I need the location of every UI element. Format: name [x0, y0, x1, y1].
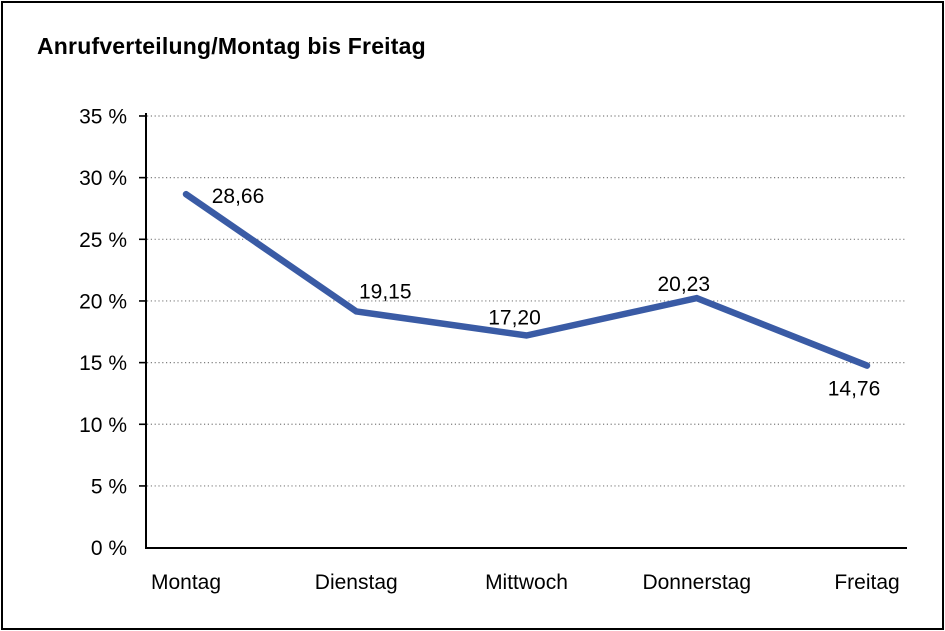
point-label: 17,20 — [488, 306, 541, 329]
category-label: Freitag — [834, 571, 899, 594]
y-tick-label: 5 % — [91, 475, 127, 498]
y-tick-label: 0 % — [91, 537, 127, 560]
point-label: 28,66 — [212, 185, 265, 208]
y-tick-label: 35 % — [79, 105, 127, 128]
y-tick-label: 15 % — [79, 352, 127, 375]
category-label: Mittwoch — [485, 571, 568, 594]
point-label: 20,23 — [657, 273, 710, 296]
point-label: 14,76 — [828, 378, 881, 401]
chart-title: Anrufverteilung/Montag bis Freitag — [37, 33, 426, 59]
category-label: Dienstag — [315, 571, 398, 594]
point-label: 19,15 — [359, 280, 412, 303]
y-tick-label: 20 % — [79, 290, 127, 313]
y-tick-label: 25 % — [79, 229, 127, 252]
category-label: Donnerstag — [642, 571, 751, 594]
y-tick-label: 10 % — [79, 414, 127, 437]
series-line — [182, 190, 871, 369]
category-label: Montag — [151, 571, 221, 594]
y-tick-label: 30 % — [79, 167, 127, 190]
